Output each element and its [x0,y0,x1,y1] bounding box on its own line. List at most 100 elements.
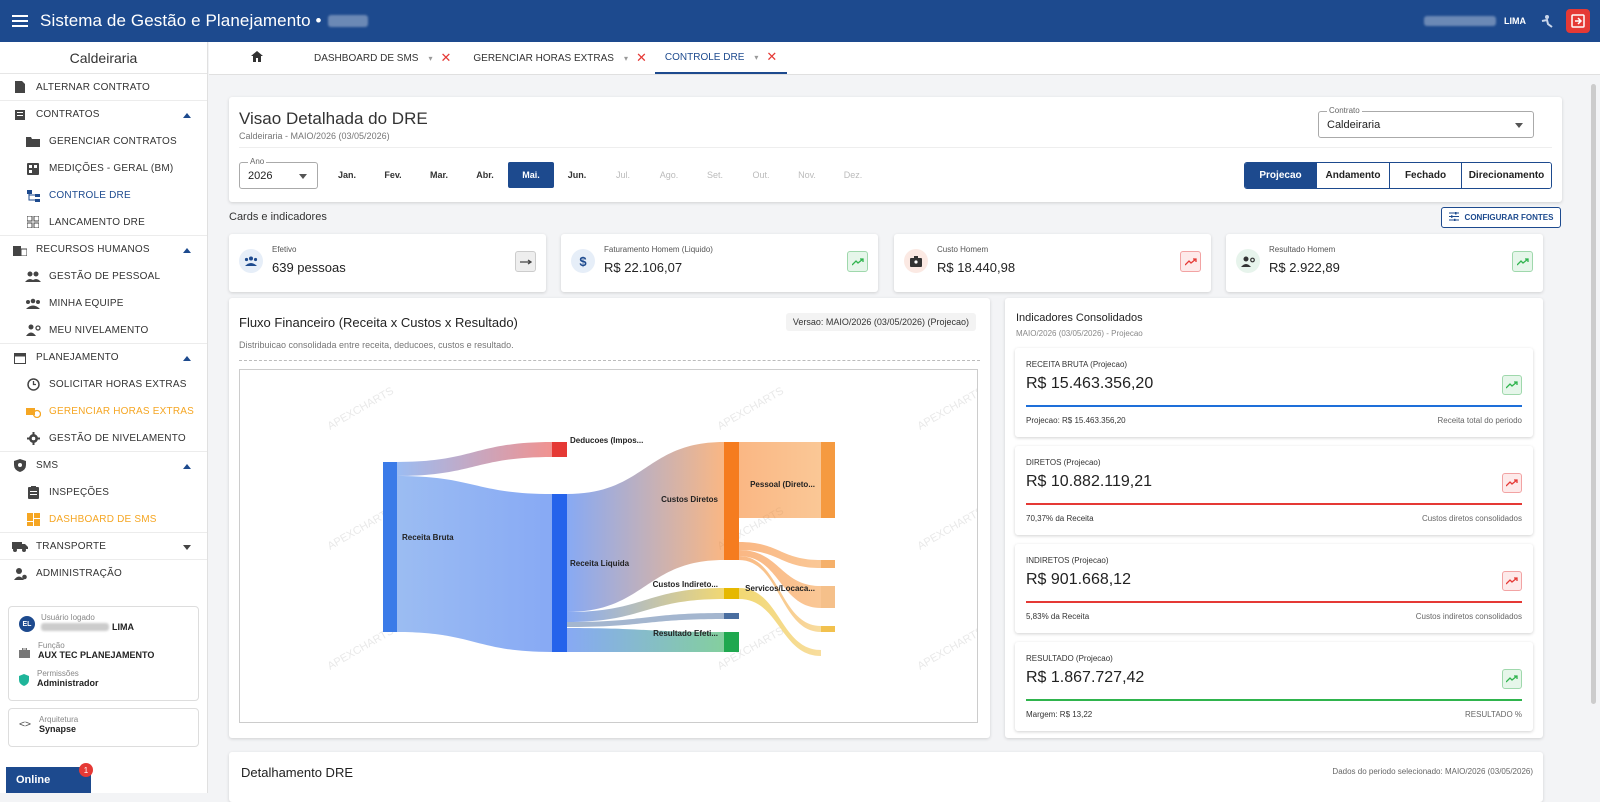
sidebar: Caldeiraria ALTERNAR CONTRATO CONTRATOS … [0,42,208,793]
sidebar-item-gerenciar-horas-extras[interactable]: GERENCIAR HORAS EXTRAS [0,398,207,425]
sidebar-item-sms[interactable]: SMS [0,452,207,479]
mode-andamento-button[interactable]: Andamento [1316,163,1389,188]
logged-user-label: Usuário logado [41,613,95,622]
indicator-label: INDIRETOS (Projecao) [1026,556,1109,565]
indicator-foot-right: Receita total do periodo [1437,416,1523,425]
trend-up-icon [1502,375,1522,395]
kpi-label: Resultado Homem [1269,245,1336,254]
sidebar-item-label: SOLICITAR HORAS EXTRAS [49,379,187,390]
link-receita-liquida [397,476,552,652]
sidebar-item-gestao-pessoal[interactable]: GESTÃO DE PESSOAL [0,263,207,290]
close-icon[interactable]: ✕ [766,49,778,64]
configure-sources-button[interactable]: CONFIGURAR FONTES [1441,207,1561,228]
page-scrollbar[interactable] [1591,84,1596,704]
hamburger-menu-icon[interactable] [0,15,40,27]
accessibility-icon[interactable] [1534,9,1558,33]
sidebar-item-label: GERENCIAR HORAS EXTRAS [49,406,194,417]
sidebar-item-medicoes[interactable]: MEDIÇÕES - GERAL (BM) [0,155,207,182]
tune-icon [1448,212,1459,223]
month-jun[interactable]: Jun. [567,170,587,180]
tab-label: CONTROLE DRE [664,51,745,63]
month-mar[interactable]: Mar. [429,170,448,180]
trend-up-red-icon [1180,251,1201,272]
sidebar-item-recursos-humanos[interactable]: RECURSOS HUMANOS [0,236,207,263]
mode-direcionamento-button[interactable]: Direcionamento [1461,163,1551,188]
link-custos-pessoal [739,442,821,518]
sidebar-item-administracao[interactable]: ADMINISTRAÇÃO [0,560,207,587]
person-settings-icon [25,322,41,338]
mode-projecao-button[interactable]: Projecao [1245,163,1316,188]
sidebar-item-label: MEU NIVELAMENTO [49,324,149,336]
sidebar-item-planejamento[interactable]: PLANEJAMENTO [0,344,207,371]
people-icon [25,269,41,285]
sidebar-header: Caldeiraria [0,42,207,74]
year-select[interactable]: Ano 2026 [239,157,318,189]
app-title: Sistema de Gestão e Planejamento • [40,11,322,30]
close-icon[interactable]: ✕ [636,50,647,65]
node-label-receita-liquida: Receita Liquida [570,559,630,568]
tab-gerenciar-horas-extras[interactable]: GERENCIAR HORAS EXTRAS ▾ ✕ [459,42,655,74]
trend-up-red-icon [1502,473,1522,493]
sidebar-item-label: GESTÃO DE PESSOAL [49,271,161,282]
indicator-value: R$ 901.668,12 [1026,571,1131,588]
month-feb[interactable]: Fev. [384,170,402,180]
sidebar-item-contratos[interactable]: CONTRATOS [0,101,207,128]
tab-dashboard-sms[interactable]: DASHBOARD DE SMS ▾ ✕ [304,42,459,74]
chevron-down-icon[interactable]: ▾ [623,53,628,63]
sidebar-item-lancamento-dre[interactable]: LANCAMENTO DRE [0,209,207,236]
chevron-down-icon [1515,123,1523,128]
node-receita-bruta [383,462,397,632]
detail-period-text: Dados do periodo selecionado: MAIO/2026 … [1332,767,1533,776]
kpi-card-resultado-homem: Resultado Homem R$ 2.922,89 [1226,234,1543,292]
month-apr[interactable]: Abr. [476,170,494,180]
sidebar-item-dashboard-sms[interactable]: DASHBOARD DE SMS [0,506,207,533]
contract-select-value: Caldeiraria [1327,119,1381,131]
role-row: Função AUX TEC PLANEJAMENTO [9,641,198,669]
close-icon[interactable]: ✕ [440,50,452,65]
sidebar-item-label: ADMINISTRAÇÃO [36,568,122,579]
link-liquida-resultado [567,628,724,652]
sidebar-item-minha-equipe[interactable]: MINHA EQUIPE [0,290,207,317]
sidebar-item-solicitar-horas-extras[interactable]: SOLICITAR HORAS EXTRAS [0,371,207,398]
clipboard-icon [25,485,41,501]
sidebar-item-transporte[interactable]: TRANSPORTE [0,533,207,560]
architecture-value: Synapse [39,724,77,734]
sidebar-item-gestao-nivelamento[interactable]: GESTÃO DE NIVELAMENTO [0,425,207,452]
sidebar-item-meu-nivelamento[interactable]: MEU NIVELAMENTO [0,317,207,344]
month-dec: Dez. [843,170,863,180]
chevron-up-icon [183,110,191,121]
chevron-down-icon[interactable]: ▾ [754,52,759,62]
online-status-button[interactable]: Online [6,767,91,793]
briefcase-icon [19,645,30,663]
chevron-up-icon [183,353,191,364]
logout-icon[interactable] [1566,9,1590,33]
mode-fechado-button[interactable]: Fechado [1389,163,1461,188]
link-indiretos-servicos [739,588,821,656]
chevron-down-icon[interactable]: ▾ [428,53,433,63]
sidebar-item-gerenciar-contratos[interactable]: GERENCIAR CONTRATOS [0,128,207,155]
tab-home[interactable] [209,42,304,74]
indicators-title: Indicadores Consolidados [1016,312,1143,324]
chart-watermark: APEXCHARTS [326,385,396,433]
hierarchy-icon [25,188,41,204]
indicator-indiretos: INDIRETOS (Projecao) R$ 901.668,12 5,83%… [1015,544,1533,633]
month-jul: Jul. [615,170,630,180]
indicator-value: R$ 10.882.119,21 [1026,473,1153,490]
contract-select[interactable]: Contrato Caldeiraria [1318,106,1534,138]
sidebar-item-inspecoes[interactable]: INSPEÇÕES [0,479,207,506]
sidebar-item-controle-dre[interactable]: CONTROLE DRE [0,182,207,209]
sidebar-item-label: TRANSPORTE [36,540,107,552]
indicator-diretos: DIRETOS (Projecao) R$ 10.882.119,21 70,3… [1015,446,1533,535]
node-pessoal [821,442,835,518]
people-icon [239,249,263,273]
indicator-bar [1026,503,1522,505]
sidebar-item-label: DASHBOARD DE SMS [49,513,157,525]
detail-title: Detalhamento DRE [241,765,353,780]
tab-controle-dre[interactable]: CONTROLE DRE ▾ ✕ [654,42,788,74]
month-jan[interactable]: Jan. [337,170,356,180]
permission-label: Permissões [37,669,79,678]
financial-flow-card: Fluxo Financeiro (Receita x Custos x Res… [229,298,990,738]
indicator-value: R$ 15.463.356,20 [1026,375,1154,392]
sidebar-item-alternar-contrato[interactable]: ALTERNAR CONTRATO [0,74,207,101]
month-may[interactable]: Mai. [508,162,554,188]
